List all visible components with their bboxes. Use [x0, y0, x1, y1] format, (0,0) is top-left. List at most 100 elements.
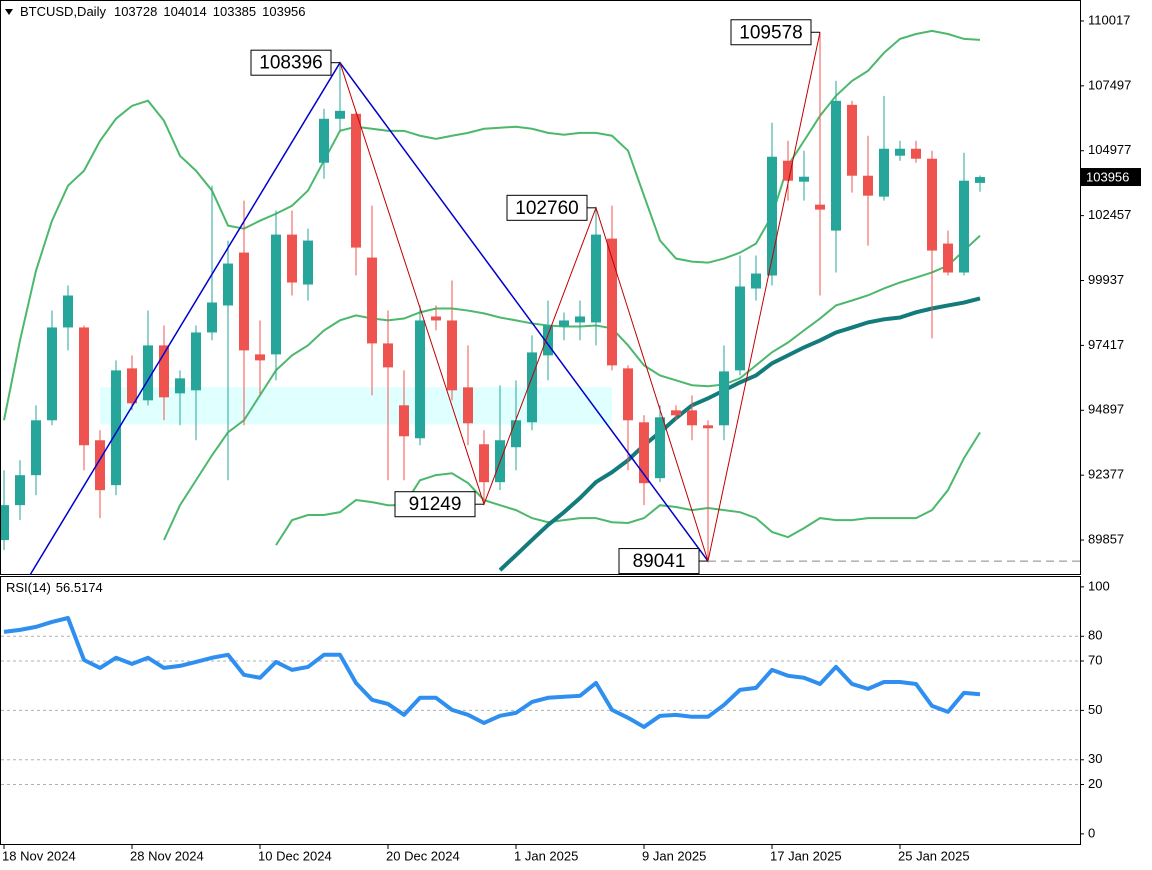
- candle-body: [735, 286, 745, 371]
- candle-body: [351, 113, 361, 248]
- last-price-label: 103956: [1086, 169, 1129, 184]
- candle-body: [255, 354, 265, 361]
- pivot-label: 89041: [633, 551, 686, 572]
- zone: [100, 387, 612, 425]
- rsi-title: RSI(14): [6, 580, 51, 595]
- candle-body: [783, 160, 793, 181]
- indicator-line: [498, 296, 981, 572]
- candle-body: [527, 352, 537, 423]
- y-tick-label: 99937: [1088, 272, 1124, 287]
- candle-body: [207, 302, 217, 333]
- pivot-label: 109578: [739, 22, 802, 43]
- pivot-label: 91249: [409, 494, 462, 515]
- y-tick-label: 30: [1088, 751, 1102, 766]
- pivot-box: [250, 49, 332, 76]
- header-high: 104014: [163, 4, 206, 19]
- x-tick-label: 10 Dec 2024: [258, 848, 332, 863]
- y-tick-label: 92377: [1088, 467, 1124, 482]
- y-tick-label: 50: [1088, 702, 1102, 717]
- candle-body: [927, 158, 937, 251]
- candle-body: [559, 320, 569, 327]
- candle-body: [511, 420, 521, 448]
- y-tick-label: 97417: [1088, 337, 1124, 352]
- y-tick-label: 80: [1088, 628, 1102, 643]
- x-tick-label: 20 Dec 2024: [386, 848, 460, 863]
- candle-body: [95, 440, 105, 491]
- indicator-line: [163, 234, 981, 541]
- candle-body: [367, 257, 377, 344]
- collapse-arrow[interactable]: [5, 9, 13, 15]
- candle-body: [607, 238, 617, 366]
- last-price-tag: [1081, 168, 1141, 187]
- candle-body: [831, 100, 841, 231]
- y-tick-label: 104977: [1088, 142, 1131, 157]
- candle-body: [15, 475, 25, 506]
- header-close: 103956: [262, 4, 305, 19]
- y-tick-label: 110017: [1088, 12, 1130, 27]
- price-pane-frame: [0, 0, 1081, 575]
- candle-body: [127, 368, 137, 404]
- price-plot: [1, 29, 1080, 575]
- candle-body: [687, 410, 697, 426]
- candle-body: [959, 180, 969, 273]
- candle-body: [399, 405, 409, 437]
- candle-body: [655, 417, 665, 479]
- candle-body: [63, 295, 73, 328]
- rsi-line: [3, 616, 981, 729]
- candle-body: [1, 505, 9, 541]
- candle-body: [911, 148, 921, 159]
- candle-body: [79, 327, 89, 446]
- candle-body: [799, 176, 809, 182]
- candle-body: [143, 345, 153, 401]
- rsi-value: 56.5174: [56, 580, 103, 595]
- y-tick-label: 70: [1088, 652, 1102, 667]
- candle-body: [287, 234, 297, 283]
- y-tick-label: 94897: [1088, 402, 1124, 417]
- candle-body: [159, 345, 169, 398]
- x-tick-label: 1 Jan 2025: [514, 848, 578, 863]
- header-low: 103385: [213, 4, 256, 19]
- indicator-line: [3, 29, 981, 421]
- pivot-label: 102760: [515, 198, 578, 219]
- candle-body: [31, 420, 41, 476]
- candle-body: [575, 316, 585, 323]
- candle-body: [319, 118, 329, 163]
- pivot-box: [618, 548, 700, 575]
- pivot-label: 108396: [259, 53, 322, 74]
- candle-body: [271, 234, 281, 355]
- candle-body: [431, 316, 441, 321]
- header: BTCUSD,Daily 103728 104014 103385 103956: [20, 4, 306, 19]
- candle-body: [639, 422, 649, 484]
- candle-body: [703, 425, 713, 429]
- candle-body: [943, 243, 953, 273]
- y-tick-label: 107497: [1088, 77, 1131, 92]
- x-tick-label: 9 Jan 2025: [642, 848, 706, 863]
- y-tick-label: 100: [1088, 578, 1110, 593]
- candle-body: [895, 148, 905, 156]
- candle-body: [767, 156, 777, 276]
- x-tick-label: 17 Jan 2025: [770, 848, 842, 863]
- candle-body: [975, 177, 985, 183]
- y-tick-label: 0: [1088, 825, 1095, 840]
- candle-body: [479, 444, 489, 483]
- candle-body: [543, 325, 553, 356]
- candle-body: [847, 104, 857, 176]
- candle-body: [175, 378, 185, 394]
- symbol: BTCUSD,Daily: [20, 4, 106, 19]
- rsi-label: RSI(14) 56.5174: [6, 580, 103, 595]
- pivot-box: [506, 194, 588, 221]
- candle-body: [303, 240, 313, 285]
- candle-body: [879, 148, 889, 197]
- candle-body: [815, 204, 825, 210]
- candle-body: [239, 252, 249, 351]
- candle-body: [191, 332, 201, 391]
- candle-body: [223, 263, 233, 306]
- pivot-box: [730, 19, 812, 46]
- header-open: 103728: [114, 4, 157, 19]
- y-tick-label: 102457: [1088, 207, 1131, 222]
- candle-body: [47, 327, 57, 421]
- candle-body: [671, 410, 681, 416]
- indicator-line: [275, 431, 981, 546]
